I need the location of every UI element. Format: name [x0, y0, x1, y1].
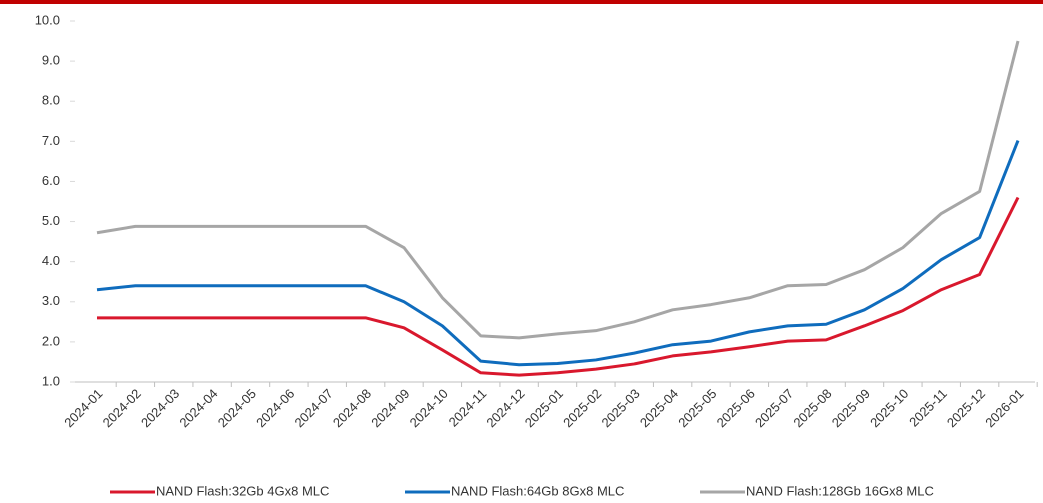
y-tick-label: 8.0	[42, 93, 60, 108]
x-tick-label: 2025-08	[790, 386, 834, 430]
x-tick-label: 2025-02	[560, 386, 604, 430]
series-line	[96, 40, 1020, 340]
x-tick-label: 2024-03	[138, 386, 182, 430]
x-tick-label: 2025-03	[598, 386, 642, 430]
x-tick-label: 2025-09	[829, 386, 873, 430]
x-tick-label: 2025-01	[522, 386, 566, 430]
x-tick-label: 2025-10	[867, 386, 911, 430]
x-tick-label: 2025-05	[675, 386, 719, 430]
x-tick-label: 2024-06	[253, 386, 297, 430]
y-tick-label: 5.0	[42, 213, 60, 228]
x-tick-label: 2024-02	[100, 386, 144, 430]
series-line	[97, 196, 1020, 377]
legend-label: NAND Flash:32Gb 4Gx8 MLC	[156, 483, 329, 498]
x-tick-label: 2026-01	[982, 386, 1026, 430]
x-tick-label: 2024-12	[483, 386, 527, 430]
x-tick-label: 2025-06	[714, 386, 758, 430]
x-tick-label: 2024-10	[407, 386, 451, 430]
y-tick-label: 6.0	[42, 173, 60, 188]
y-tick-label: 3.0	[42, 293, 60, 308]
x-tick-label: 2024-01	[61, 386, 105, 430]
y-tick-label: 1.0	[42, 373, 60, 388]
x-tick-label: 2024-05	[215, 386, 259, 430]
series-line	[96, 139, 1020, 367]
x-tick-label: 2024-08	[330, 386, 374, 430]
y-tick-label: 9.0	[42, 53, 60, 68]
x-tick-label: 2025-04	[637, 386, 681, 430]
y-tick-label: 2.0	[42, 333, 60, 348]
legend-label: NAND Flash:128Gb 16Gx8 MLC	[746, 483, 934, 498]
y-tick-label: 7.0	[42, 133, 60, 148]
x-tick-label: 2025-07	[752, 386, 796, 430]
x-tick-label: 2024-11	[446, 386, 490, 430]
x-tick-label: 2024-07	[291, 386, 335, 430]
x-tick-label: 2024-09	[368, 386, 412, 430]
legend-label: NAND Flash:64Gb 8Gx8 MLC	[451, 483, 624, 498]
y-tick-label: 4.0	[42, 253, 60, 268]
x-tick-label: 2024-04	[176, 386, 220, 430]
y-tick-label: 10.0	[35, 12, 60, 27]
x-tick-label: 2025-12	[944, 386, 988, 430]
x-tick-label: 2025-11	[906, 386, 950, 430]
top-border	[0, 0, 1043, 4]
